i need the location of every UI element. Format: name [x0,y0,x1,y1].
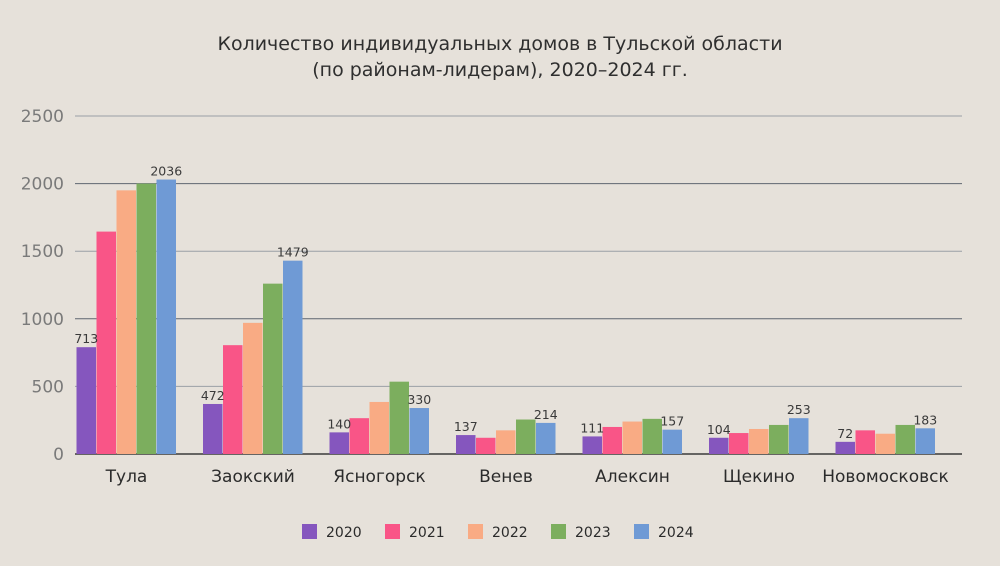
legend-label: 2024 [658,525,694,541]
bar [875,433,895,454]
legend-swatch [385,524,400,539]
bar [243,322,263,454]
legend-label: 2023 [575,525,611,541]
y-tick-label: 0 [53,445,64,465]
legend-swatch [302,524,317,539]
x-tick-label: Тула [105,467,148,487]
bar [749,428,769,454]
data-label: 137 [454,419,478,434]
bar [835,441,855,454]
bar [136,183,156,454]
bar [496,430,516,454]
data-label: 713 [74,331,98,346]
bar [409,408,429,454]
y-tick-label: 1500 [21,242,64,262]
bar [582,436,602,454]
bar [349,418,369,454]
bar [769,424,789,454]
bar [476,437,496,454]
bar [116,190,136,455]
legend-label: 2021 [409,525,445,541]
x-tick-label: Заокский [211,467,295,487]
data-label: 111 [580,420,604,435]
bar [915,428,935,454]
bar [369,401,389,454]
bar [96,231,116,454]
legend: 2020 2021 2022 2023 2024 [302,524,694,541]
y-tick-label: 500 [32,377,64,397]
bar [622,421,642,454]
bar [283,260,303,454]
bar [642,418,662,454]
data-labels: 713 2036 472 1479 140 330 137 214 111 157 104 253 72… [74,164,937,441]
bar [855,430,875,454]
x-tick-label: Ясногорск [333,467,425,487]
legend-label: 2022 [492,525,528,541]
bar [602,426,622,454]
data-label: 140 [327,416,351,431]
data-label: 1479 [277,245,309,260]
legend-swatch [634,524,649,539]
data-label: 183 [913,412,937,427]
y-tick-label: 2500 [21,107,64,127]
data-label: 253 [787,402,811,417]
data-label: 157 [660,414,684,429]
chart-title-line1: Количество индивидуальных домов в Тульск… [217,33,782,55]
bar [156,179,176,454]
y-tick-label: 2000 [21,175,64,195]
bar [729,433,749,454]
y-axis-ticks: 0 500 1000 1500 2000 2500 [21,107,64,465]
grid-lines [75,115,962,455]
bar [263,283,283,454]
data-label: 214 [534,407,558,422]
data-label: 330 [407,392,431,407]
y-tick-label: 1000 [21,310,64,330]
data-label: 472 [201,388,225,403]
bar [662,429,682,454]
bar [76,347,96,454]
bar [516,419,536,454]
bar [203,403,223,454]
chart-title-line2: (по районам-лидерам), 2020–2024 гг. [312,59,688,81]
bar [789,418,809,454]
bar [329,432,349,454]
x-tick-label: Новомосковск [822,467,948,487]
x-tick-label: Алексин [595,467,670,487]
legend-label: 2020 [326,525,362,541]
bar [709,437,729,454]
x-axis-ticks: Тула Заокский Ясногорск Венев Алексин Щекино Н… [105,467,949,487]
bar [895,424,915,454]
legend-swatch [551,524,566,539]
data-label: 104 [707,422,731,437]
bar [389,381,409,454]
data-label: 72 [837,426,853,441]
bar [456,435,476,454]
x-tick-label: Щекино [723,467,795,487]
bars [76,179,935,455]
bar [223,345,243,454]
legend-swatch [468,524,483,539]
data-label: 2036 [150,164,182,179]
x-tick-label: Венев [479,467,533,487]
bar [536,422,556,454]
